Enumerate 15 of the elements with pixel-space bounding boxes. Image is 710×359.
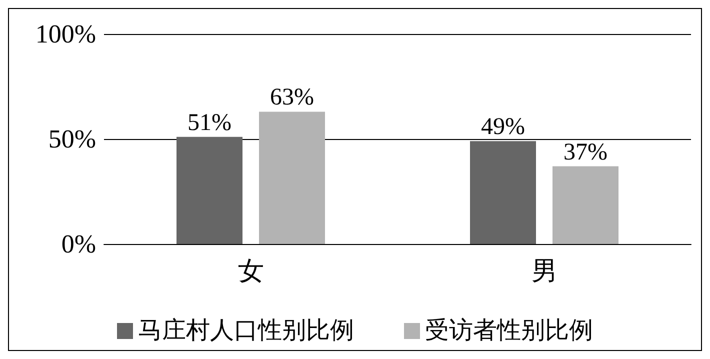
y-tick-label: 100% [35, 20, 96, 48]
bar [176, 136, 242, 244]
legend-label: 马庄村人口性别比例 [138, 317, 354, 344]
x-tick-label: 男 [531, 256, 558, 286]
y-tick-label: 50% [48, 124, 96, 154]
bar [552, 166, 618, 244]
data-label: 63% [270, 84, 314, 111]
data-label: 51% [188, 110, 232, 136]
bar [259, 112, 325, 244]
x-tick-label: 女 [238, 256, 264, 286]
legend-label: 受访者性别比例 [425, 317, 593, 344]
data-label: 37% [564, 139, 608, 166]
y-tick-label: 0% [61, 230, 96, 258]
data-label: 49% [481, 114, 525, 140]
bar [470, 141, 536, 244]
